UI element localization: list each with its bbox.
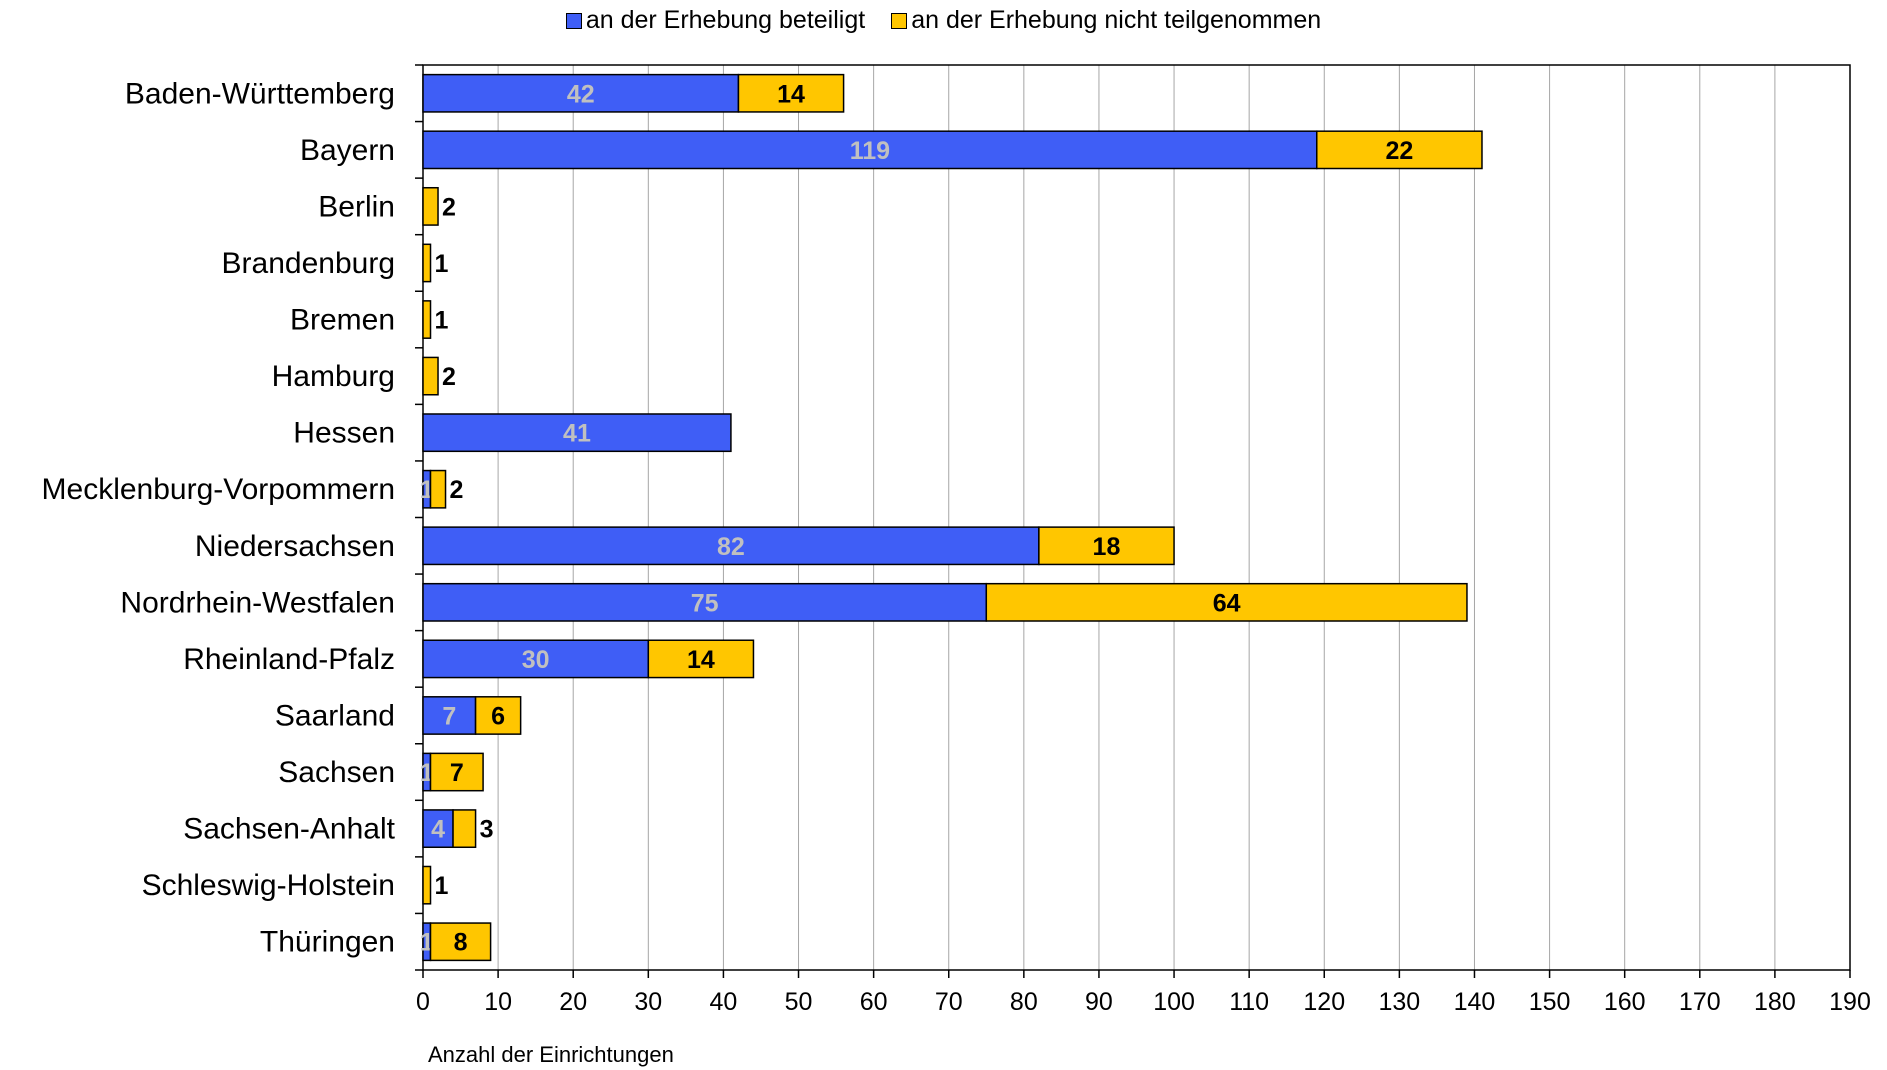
category-label: Niedersachsen xyxy=(195,530,395,563)
category-label: Saarland xyxy=(275,699,395,732)
x-tick-label: 170 xyxy=(1679,988,1721,1016)
bar-not-participated xyxy=(985,582,1468,622)
category-label: Nordrhein-Westfalen xyxy=(120,586,395,619)
category-label: Sachsen-Anhalt xyxy=(183,813,395,846)
bar-not-participated xyxy=(422,300,432,339)
legend-label-not-participated: an der Erhebung nicht teilgenommen xyxy=(911,6,1322,34)
data-label-not-participated: 7 xyxy=(450,759,464,787)
bar-not-participated xyxy=(429,922,492,962)
x-tick-label: 180 xyxy=(1754,988,1796,1016)
bar-not-participated xyxy=(422,865,432,905)
category-label: Bayern xyxy=(300,134,395,167)
category-label: Hessen xyxy=(293,417,395,450)
x-tick-label: 80 xyxy=(1010,988,1038,1016)
bar-not-participated xyxy=(737,73,845,113)
category-label: Berlin xyxy=(318,190,395,223)
data-label-participated: 7 xyxy=(442,702,456,730)
x-tick-label: 30 xyxy=(634,988,662,1016)
x-tick-label: 50 xyxy=(785,988,813,1016)
bar-participated xyxy=(422,582,988,622)
x-tick-label: 0 xyxy=(416,988,430,1016)
x-axis-label: Anzahl der Einrichtungen xyxy=(428,1042,674,1067)
x-tick-label: 10 xyxy=(484,988,512,1016)
category-label: Schleswig-Holstein xyxy=(142,869,395,902)
data-label-participated: 42 xyxy=(567,80,595,108)
bar-not-participated xyxy=(422,243,432,283)
x-tick-label: 90 xyxy=(1085,988,1113,1016)
data-label-not-participated: 2 xyxy=(450,476,464,504)
bar-not-participated xyxy=(422,186,439,226)
x-tick-label: 160 xyxy=(1604,988,1646,1016)
bar-not-participated xyxy=(429,752,484,792)
data-label-not-participated: 22 xyxy=(1385,137,1413,165)
data-label-not-participated: 1 xyxy=(435,307,449,335)
legend-label-participated: an der Erhebung beteiligt xyxy=(585,6,866,34)
bar-not-participated xyxy=(647,639,755,679)
x-tick-label: 120 xyxy=(1303,988,1345,1016)
category-label: Mecklenburg-Vorpommern xyxy=(42,473,395,506)
bar-participated xyxy=(422,130,1318,170)
data-label-not-participated: 64 xyxy=(1213,589,1241,617)
x-tick-label: 100 xyxy=(1153,988,1195,1016)
category-label: Thüringen xyxy=(260,926,395,959)
data-label-not-participated: 8 xyxy=(454,929,468,957)
data-label-not-participated: 14 xyxy=(687,646,715,674)
data-label-participated: 82 xyxy=(717,533,745,561)
data-label-not-participated: 14 xyxy=(777,80,805,108)
legend-swatch-blue-icon xyxy=(565,12,582,29)
x-tick-label: 110 xyxy=(1229,988,1269,1016)
bar-not-participated xyxy=(474,696,522,735)
data-label-participated: 119 xyxy=(850,137,890,165)
x-tick-label: 150 xyxy=(1529,988,1571,1016)
bar-not-participated xyxy=(452,809,477,849)
x-tick-label: 130 xyxy=(1379,988,1421,1016)
data-label-not-participated: 2 xyxy=(442,193,456,221)
x-tick-label: 70 xyxy=(935,988,963,1016)
category-label: Brandenburg xyxy=(222,247,395,280)
data-label-participated: 30 xyxy=(522,646,550,674)
category-label: Sachsen xyxy=(278,756,395,789)
data-label-not-participated: 18 xyxy=(1093,533,1121,561)
legend-swatch-yellow-icon xyxy=(891,12,908,29)
data-label-not-participated: 2 xyxy=(442,363,456,391)
category-label: Baden-Württemberg xyxy=(125,77,395,110)
bar-not-participated xyxy=(1038,526,1175,566)
data-label-not-participated: 1 xyxy=(435,250,449,278)
x-tick-label: 140 xyxy=(1454,988,1496,1016)
bar-participated xyxy=(422,73,740,113)
legend: an der Erhebung beteiligt an der Erhebun… xyxy=(0,6,1887,35)
legend-item-not-participated[interactable]: an der Erhebung nicht teilgenommen xyxy=(891,6,1321,35)
category-label: Bremen xyxy=(290,304,395,337)
data-label-participated: 41 xyxy=(563,420,591,448)
bar-participated xyxy=(422,639,650,679)
category-label: Rheinland-Pfalz xyxy=(183,643,395,676)
legend-item-participated[interactable]: an der Erhebung beteiligt xyxy=(565,6,866,35)
x-tick-label: 20 xyxy=(559,988,587,1016)
x-tick-label: 190 xyxy=(1829,988,1871,1016)
x-tick-label: 60 xyxy=(860,988,888,1016)
data-label-not-participated: 3 xyxy=(480,816,494,844)
bar-not-participated xyxy=(1316,130,1483,170)
data-label-not-participated: 6 xyxy=(491,702,505,730)
category-label: Hamburg xyxy=(272,360,395,393)
bar-participated xyxy=(422,696,477,735)
data-label-participated: 75 xyxy=(691,589,719,617)
bar-not-participated xyxy=(429,469,447,509)
x-tick-label: 40 xyxy=(710,988,738,1016)
bar-not-participated xyxy=(422,356,439,396)
plot-area xyxy=(422,64,1851,971)
bar-participated xyxy=(422,413,732,453)
data-label-participated: 4 xyxy=(431,816,445,844)
data-label-not-participated: 1 xyxy=(435,872,449,900)
